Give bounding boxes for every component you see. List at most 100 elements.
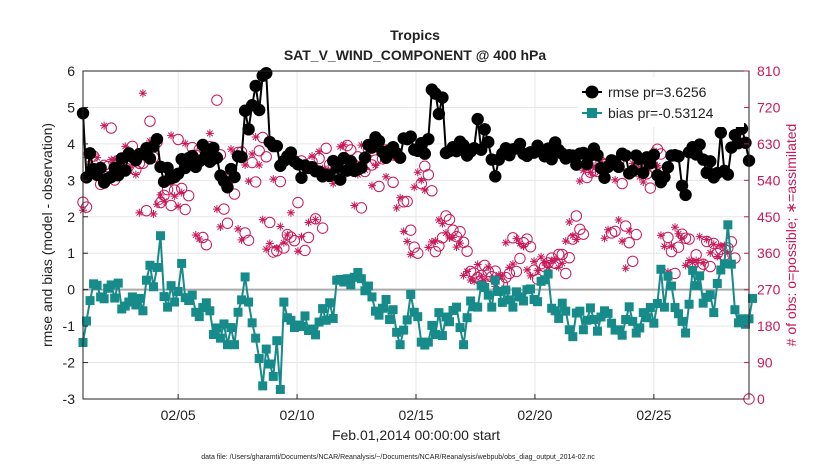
bias-marker — [173, 286, 183, 296]
bias-marker — [141, 275, 151, 285]
obs-assimilated-marker — [212, 205, 221, 214]
rmse-marker — [404, 130, 417, 143]
bias-marker — [649, 318, 659, 328]
obs-possible-marker — [616, 177, 628, 190]
bias-marker — [631, 328, 641, 338]
obs-possible-marker — [627, 255, 639, 268]
bias-marker — [624, 302, 634, 312]
bias-marker — [184, 296, 194, 306]
obs-possible-marker — [422, 168, 435, 181]
bias-marker — [723, 220, 733, 230]
obs-assimilated-marker — [255, 160, 264, 169]
obs-assimilated-marker — [572, 235, 581, 244]
bias-marker — [684, 299, 694, 309]
obs-possible-marker — [426, 185, 438, 197]
rmse-marker — [260, 66, 273, 80]
obs-assimilated-marker — [110, 155, 119, 164]
obs-assimilated-marker — [304, 218, 313, 227]
obs-assimilated-marker — [410, 183, 419, 192]
bias-marker — [712, 278, 722, 288]
obs-assimilated-marker — [671, 223, 679, 232]
bias-marker — [300, 311, 310, 321]
bias-marker — [258, 381, 268, 391]
rmse-marker — [270, 139, 284, 153]
rmse-marker — [672, 150, 685, 163]
obs-assimilated-marker — [477, 272, 486, 281]
obs-possible-marker — [253, 145, 265, 157]
obs-possible-marker — [228, 188, 241, 200]
bias-marker — [501, 285, 511, 295]
obs-possible-marker — [80, 201, 93, 213]
obs-assimilated-marker — [501, 238, 510, 247]
bias-marker — [621, 315, 631, 325]
bias-marker — [691, 281, 701, 291]
rmse-marker — [221, 181, 234, 194]
obs-assimilated-marker — [674, 229, 683, 238]
bias-marker — [215, 333, 225, 343]
legend-box — [578, 77, 744, 127]
bias-marker — [272, 336, 282, 346]
obs-assimilated-marker — [685, 256, 694, 265]
obs-assimilated-marker — [276, 222, 285, 231]
obs-assimilated-marker — [431, 237, 440, 246]
obs-assimilated-marker — [441, 228, 450, 237]
rmse-marker — [252, 103, 266, 117]
rmse-marker — [619, 149, 632, 162]
obs-assimilated-marker — [484, 262, 493, 271]
obs-assimilated-marker — [283, 231, 292, 239]
obs-assimilated-marker — [667, 241, 676, 250]
obs-assimilated-marker — [519, 242, 528, 251]
obs-possible-marker — [440, 210, 452, 222]
bias-marker — [483, 290, 493, 300]
bias-marker — [325, 298, 335, 308]
obs-assimilated-marker — [174, 202, 183, 211]
rmse-marker — [591, 148, 604, 162]
bias-marker — [311, 330, 321, 340]
right-tick-label: 360 — [757, 245, 781, 261]
bias-marker — [480, 282, 490, 292]
obs-assimilated-marker — [459, 271, 468, 280]
obs-assimilated-marker — [568, 231, 577, 240]
obs-assimilated-marker — [678, 234, 687, 243]
rmse-marker — [679, 188, 692, 202]
bias-marker — [585, 303, 595, 313]
obs-assimilated-marker — [530, 257, 539, 266]
obs-assimilated-marker — [417, 176, 426, 185]
bias-marker — [716, 265, 726, 275]
bias-marker — [374, 310, 384, 320]
x-tick-label: 02/20 — [517, 407, 552, 423]
y-tick-label: 0 — [67, 282, 75, 298]
rmse-marker — [94, 161, 107, 175]
bias-marker — [642, 313, 652, 323]
rmse-marker — [661, 161, 675, 174]
right-tick-label: 180 — [757, 318, 781, 334]
bias-marker — [113, 278, 123, 288]
obs-possible-marker — [570, 210, 583, 222]
obs-assimilated-marker — [265, 239, 274, 248]
obs-possible-marker — [302, 231, 315, 244]
obs-assimilated-marker — [241, 160, 250, 169]
rmse-marker — [344, 155, 358, 168]
bias-marker — [540, 275, 550, 285]
bias-marker — [159, 292, 169, 302]
obs-assimilated-marker — [258, 215, 267, 224]
obs-possible-marker — [514, 252, 526, 265]
rmse-marker — [161, 161, 174, 175]
bias-marker — [237, 295, 247, 305]
bias-marker — [656, 264, 666, 274]
bias-marker — [406, 289, 416, 299]
bias-marker — [194, 312, 204, 322]
bias-marker — [296, 321, 306, 331]
rmse-marker — [436, 91, 449, 104]
obs-assimilated-marker — [177, 188, 186, 197]
obs-possible-marker — [443, 213, 456, 226]
bias-marker — [385, 315, 395, 325]
legend-bias-marker — [587, 108, 597, 118]
y-tick-label: 3 — [67, 172, 75, 188]
bias-marker — [726, 259, 736, 269]
obs-assimilated-marker — [473, 260, 482, 269]
right-tick-label: 0 — [757, 391, 765, 407]
right-tick-label: 90 — [757, 355, 773, 371]
bias-marker — [166, 281, 176, 291]
obs-assimilated-marker — [452, 243, 461, 252]
